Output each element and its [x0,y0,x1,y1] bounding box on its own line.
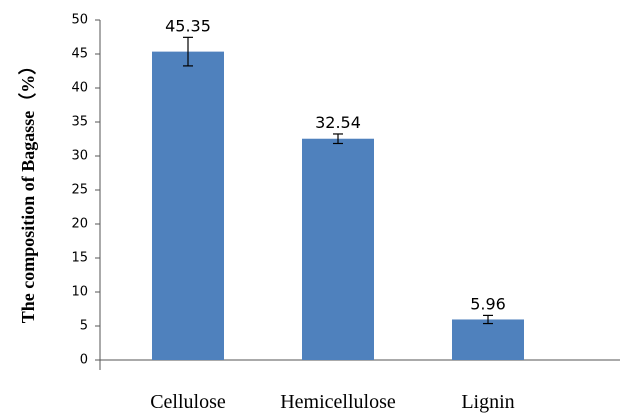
y-tick-label: 45 [71,47,88,62]
y-tick-label: 25 [71,183,88,198]
y-tick-label: 10 [71,285,88,300]
y-tick-label: 30 [71,149,88,164]
y-tick-label: 15 [71,251,88,266]
y-tick-label: 50 [71,13,88,28]
bar [452,319,524,360]
x-tick-label: Hemicellulose [280,391,396,413]
value-label: 5.96 [470,294,506,313]
y-tick-label: 5 [80,319,88,334]
error-bar [333,133,343,145]
value-label: 45.35 [165,16,211,35]
value-label: 32.54 [315,113,361,132]
x-tick-label: Lignin [461,391,514,413]
y-axis-label: The composition of Bagasse（%） [18,57,38,324]
y-tick-label: 40 [71,81,88,96]
bar [302,138,374,360]
y-tick-label: 35 [71,115,88,130]
error-bar [483,314,493,325]
bar [152,51,224,361]
y-tick-label: 20 [71,217,88,232]
error-bar [183,36,193,67]
x-tick-label: Cellulose [150,391,226,413]
y-tick-label: 0 [80,353,88,368]
